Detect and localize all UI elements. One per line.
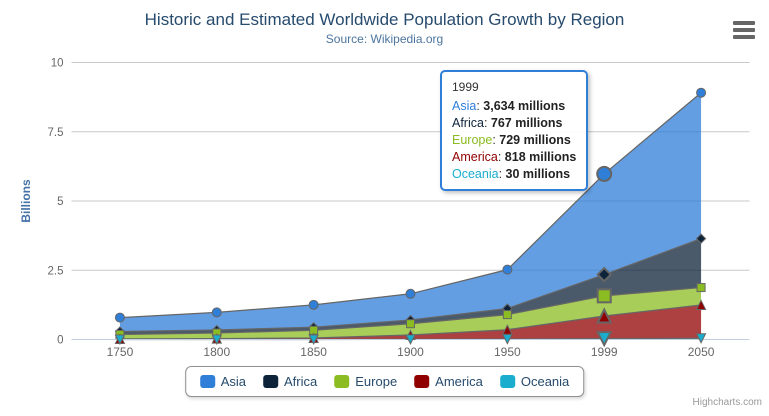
legend-swatch-icon [199,375,215,388]
marker-square[interactable] [406,319,415,329]
tooltip-series-name: America [452,150,498,164]
marker-triangle-up[interactable] [695,299,707,310]
marker-triangle-up[interactable] [596,307,613,324]
tooltip-value: 767 millions [490,116,563,130]
tooltip-series-name: Asia [452,99,477,113]
area-asia[interactable] [119,92,702,332]
marker-circle[interactable] [596,165,613,182]
tooltip-row: Africa: 767 millions [452,116,563,130]
marker-circle[interactable] [308,299,319,310]
y-axis-title: Billions [19,179,33,223]
legend-item-europe[interactable]: Europe [334,374,397,389]
marker-triangle-down[interactable] [695,333,707,344]
marker-square[interactable] [696,283,706,293]
x-axis-label: 1850 [300,345,327,359]
marker-triangle-down[interactable] [211,334,223,346]
legend: Asia Africa Europe America Oceania [184,366,585,397]
export-menu-button[interactable] [733,20,757,40]
marker-diamond[interactable] [695,233,707,244]
y-axis-label: 0 [57,335,63,347]
tooltip-series-name: Africa [452,116,484,130]
x-axis-label: 1950 [494,345,521,359]
chart-title: Historic and Estimated Worldwide Populat… [144,10,625,29]
marker-square[interactable] [596,288,612,304]
tooltip-value: 30 millions [505,167,571,181]
legend-item-oceania[interactable]: Oceania [499,374,570,389]
legend-label: Africa [284,374,318,389]
legend-label: America [435,374,483,389]
x-axis-label: 1750 [107,345,134,359]
tooltip-value: 818 millions [504,150,577,164]
y-axis-label: 5 [57,196,63,208]
tooltip: 1999 Asia: 3,634 millions Africa: 767 mil… [440,70,589,191]
hamburger-icon [733,28,755,32]
marker-circle[interactable] [405,288,416,299]
x-axis-label: 1999 [591,345,618,359]
legend-item-africa[interactable]: Africa [263,374,317,389]
legend-label: Asia [220,374,247,389]
credits-link[interactable]: Highcharts.com [692,397,762,408]
hamburger-icon [733,35,755,39]
x-axis-label: 1800 [203,345,230,359]
tooltip-row: Oceania: 30 millions [452,167,571,181]
y-axis-label: 7.5 [48,127,64,139]
tooltip-row: Asia: 3,634 millions [452,99,566,113]
marker-diamond[interactable] [596,266,613,283]
legend-swatch-icon [499,375,515,388]
legend-item-america[interactable]: America [414,374,483,389]
marker-triangle-down[interactable] [596,331,613,348]
marker-triangle-down[interactable] [114,334,126,346]
marker-circle[interactable] [696,87,707,98]
marker-triangle-down[interactable] [308,334,319,346]
marker-circle[interactable] [502,264,513,275]
y-axis-label: 2.5 [48,265,64,277]
legend-label: Europe [355,374,398,389]
legend-swatch-icon [334,375,350,388]
area-america[interactable] [119,304,702,340]
legend-item-asia[interactable]: Asia [199,374,247,389]
legend-swatch-icon [414,375,430,388]
tooltip-series-name: Oceania [452,167,499,181]
area-africa[interactable] [119,238,702,335]
marker-triangle-down[interactable] [502,334,513,345]
y-axis-label: 10 [51,58,64,70]
marker-circle[interactable] [114,312,125,323]
marker-circle[interactable] [211,307,222,318]
tooltip-value: 3,634 millions [483,99,566,113]
marker-triangle-down[interactable] [405,334,416,345]
chart-subtitle: Source: Wikipedia.org [325,32,444,46]
tooltip-series-name: Europe [452,133,493,147]
tooltip-value: 729 millions [499,133,571,147]
tooltip-row: Europe: 729 millions [452,133,571,147]
x-axis-label: 1900 [397,345,424,359]
tooltip-row: America: 818 millions [452,150,577,164]
legend-swatch-icon [263,375,279,388]
hamburger-icon [733,21,755,25]
legend-label: Oceania [520,374,570,389]
tooltip-header: 1999 [452,80,479,94]
x-axis-label: 2050 [688,345,715,359]
marker-square[interactable] [502,310,512,320]
